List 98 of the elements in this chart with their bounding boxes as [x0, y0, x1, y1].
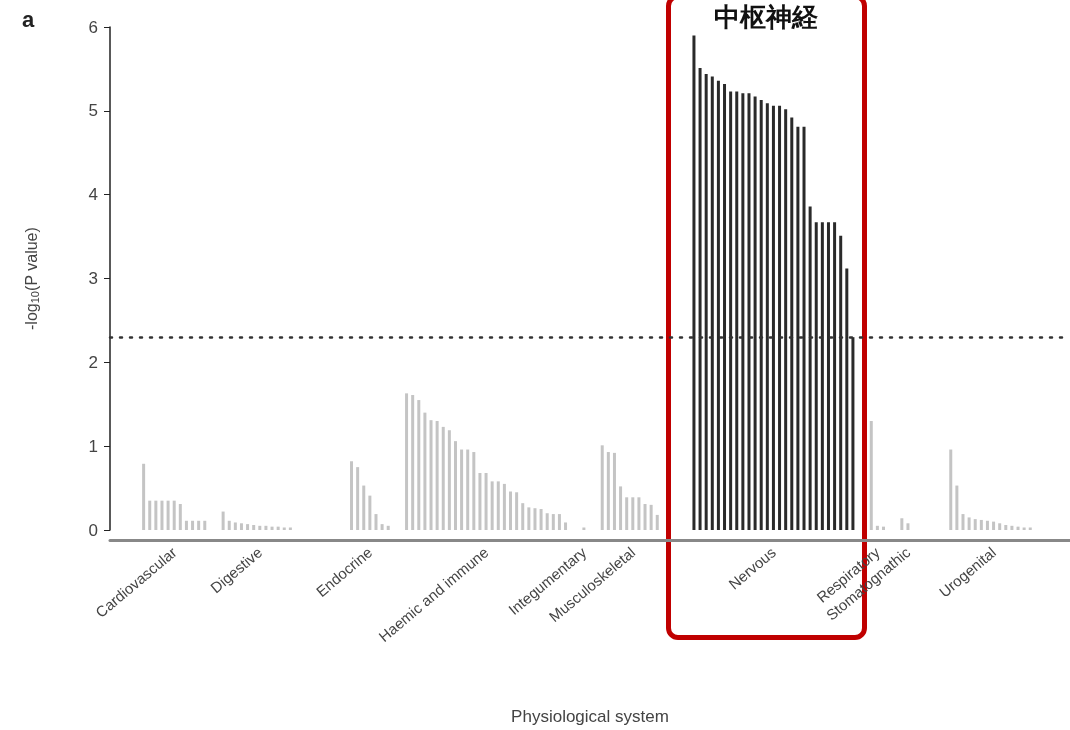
bar	[460, 449, 464, 530]
bar	[631, 497, 635, 530]
bar	[258, 525, 262, 530]
bar	[900, 518, 904, 530]
bar	[197, 520, 201, 530]
y-tick-label: 5	[88, 101, 98, 121]
bar	[1028, 527, 1032, 530]
y-tick-label: 0	[88, 520, 98, 540]
bar	[221, 511, 225, 530]
bar	[515, 492, 519, 530]
bar	[619, 486, 623, 530]
bar	[869, 421, 873, 530]
annotation: 中枢神経	[714, 2, 819, 32]
bar	[466, 449, 470, 530]
bar	[435, 421, 439, 530]
bar	[172, 500, 176, 530]
bar	[154, 500, 158, 530]
bar	[374, 514, 378, 530]
bar	[429, 420, 433, 530]
bar	[1022, 527, 1026, 530]
bar	[973, 519, 977, 530]
bar	[600, 445, 604, 530]
bar	[509, 491, 513, 530]
bar	[441, 426, 445, 530]
bar	[612, 452, 616, 530]
bar	[386, 525, 390, 530]
bar	[142, 463, 146, 530]
bar	[551, 514, 555, 530]
bar	[478, 472, 482, 530]
bar	[967, 517, 971, 530]
bar	[350, 461, 354, 530]
bar	[545, 513, 549, 530]
bar	[527, 507, 531, 530]
bar	[502, 483, 506, 530]
bar	[417, 400, 421, 530]
bar	[264, 525, 268, 530]
bar	[288, 527, 292, 530]
bar	[539, 509, 543, 530]
bar	[362, 485, 366, 530]
bar	[252, 524, 256, 530]
bar	[184, 520, 188, 530]
bar	[1016, 526, 1020, 530]
bar	[203, 520, 207, 530]
bar	[453, 441, 457, 530]
bar	[191, 520, 195, 530]
bar	[557, 514, 561, 530]
bar	[368, 495, 372, 530]
bar	[484, 472, 488, 530]
bar	[239, 523, 243, 530]
bar	[148, 500, 152, 530]
x-axis-title: Physiological system	[511, 707, 669, 726]
bar	[582, 527, 586, 530]
bar	[906, 523, 910, 530]
y-tick-label: 2	[88, 352, 98, 372]
bar	[533, 508, 537, 530]
text: a	[22, 6, 35, 32]
bar	[521, 503, 525, 530]
bar	[643, 504, 647, 530]
bar	[276, 526, 280, 530]
bar	[246, 524, 250, 530]
bar	[875, 525, 879, 530]
bar	[998, 523, 1002, 530]
bar	[166, 500, 170, 530]
bar	[625, 497, 629, 530]
bar	[411, 395, 415, 530]
bar	[1010, 525, 1014, 530]
bar	[490, 481, 494, 530]
bar	[472, 452, 476, 530]
bar	[955, 485, 959, 530]
bar	[649, 504, 653, 530]
bar	[992, 521, 996, 530]
bar	[961, 514, 965, 530]
bar	[606, 452, 610, 530]
bar	[282, 527, 286, 530]
bar	[882, 526, 885, 530]
y-tick-label: 3	[88, 269, 98, 288]
bar	[160, 500, 164, 530]
bar	[564, 522, 568, 530]
bar	[985, 520, 989, 530]
y-axis-title: -log10(P value)	[23, 227, 41, 330]
bar	[655, 514, 659, 530]
bar	[405, 393, 409, 530]
bar	[423, 412, 427, 530]
bar	[380, 524, 384, 530]
bar	[637, 497, 641, 530]
bar	[447, 430, 451, 530]
bar	[496, 481, 500, 530]
bar	[979, 519, 983, 530]
bar	[949, 449, 953, 530]
y-tick-label: 6	[88, 17, 98, 37]
bar	[227, 520, 231, 530]
bar	[233, 522, 237, 530]
bar	[270, 526, 274, 530]
bar	[1004, 524, 1008, 530]
bar	[356, 467, 360, 530]
y-tick-label: 1	[88, 436, 98, 456]
y-tick-label: 4	[88, 185, 98, 205]
bar	[178, 504, 182, 530]
